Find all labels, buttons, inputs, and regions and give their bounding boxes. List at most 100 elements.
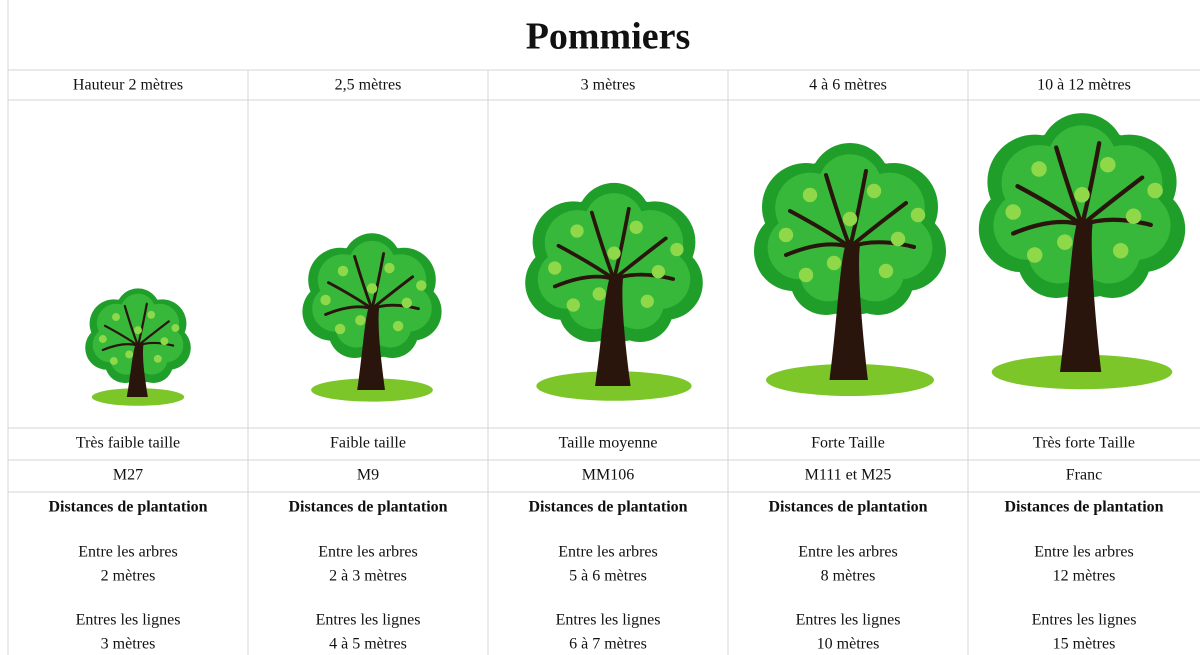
apple <box>334 323 346 335</box>
trunk <box>1059 220 1102 372</box>
branch <box>552 274 616 289</box>
branch <box>136 302 148 347</box>
canopy-light <box>136 342 168 375</box>
branch <box>1079 141 1102 228</box>
canopy-light <box>610 275 664 330</box>
size: Très forte Taille <box>1033 435 1135 452</box>
between-trees-label: Entre les arbres <box>558 544 658 561</box>
apple <box>798 267 814 283</box>
between-rows-label: Entres les lignes <box>316 612 421 629</box>
apple <box>878 263 894 279</box>
apple <box>566 298 580 312</box>
tree-illustration <box>525 182 703 401</box>
rootstock: MM106 <box>582 467 634 484</box>
apple <box>112 313 120 321</box>
apple <box>416 280 427 291</box>
apple <box>125 350 134 359</box>
apple <box>842 211 858 227</box>
between-trees: 2 mètres <box>101 568 156 585</box>
branch <box>370 303 420 311</box>
apple <box>1005 204 1021 220</box>
apple <box>384 262 395 274</box>
distances-heading: Distances de plantation <box>528 499 687 516</box>
between-rows: 4 à 5 mètres <box>329 636 407 653</box>
apple <box>910 207 926 223</box>
apple <box>570 224 584 238</box>
branch <box>848 169 868 249</box>
apple <box>866 183 882 199</box>
apple <box>355 315 366 326</box>
apple <box>670 242 684 257</box>
between-rows-label: Entres les lignes <box>76 612 181 629</box>
trunk <box>126 343 148 397</box>
size: Taille moyenne <box>559 435 658 452</box>
apple <box>778 227 794 243</box>
branch <box>612 206 631 281</box>
apple <box>651 265 666 279</box>
between-rows-label: Entres les lignes <box>796 612 901 629</box>
between-trees: 2 à 3 mètres <box>329 568 407 585</box>
apple <box>1026 247 1043 263</box>
canopy-light <box>846 243 904 302</box>
apple <box>607 246 621 260</box>
rootstock: M9 <box>357 467 379 484</box>
branch <box>784 242 852 257</box>
apple <box>160 337 169 346</box>
branch <box>848 240 916 249</box>
apple <box>1125 208 1142 225</box>
distances-heading: Distances de plantation <box>288 499 447 516</box>
size: Faible taille <box>330 435 406 452</box>
distances-heading: Distances de plantation <box>48 499 207 516</box>
apple <box>401 297 413 309</box>
branch <box>353 255 374 311</box>
apple <box>640 294 654 308</box>
branch <box>370 252 386 311</box>
between-trees-label: Entre les arbres <box>318 544 418 561</box>
branch <box>136 341 175 347</box>
branch <box>1054 145 1085 228</box>
rootstock: M27 <box>113 467 143 484</box>
apple <box>109 357 118 365</box>
apple <box>1100 156 1116 173</box>
distances-heading: Distances de plantation <box>768 499 927 516</box>
apple <box>366 283 378 294</box>
apple <box>1147 182 1163 199</box>
trunk <box>357 305 385 390</box>
apple <box>629 220 643 234</box>
branch <box>123 304 140 347</box>
between-rows: 15 mètres <box>1053 636 1116 653</box>
tree-illustration <box>754 143 946 396</box>
apple <box>1112 242 1129 259</box>
height: 2,5 mètres <box>335 77 402 94</box>
branch <box>612 272 676 281</box>
apple <box>98 335 107 343</box>
between-trees: 8 mètres <box>821 568 876 585</box>
apple <box>826 255 842 271</box>
branch <box>589 210 616 281</box>
between-trees-label: Entre les arbres <box>78 544 178 561</box>
apple <box>802 187 818 203</box>
between-trees: 12 mètres <box>1053 568 1116 585</box>
apple <box>592 287 606 301</box>
apple <box>1057 234 1073 250</box>
size: Forte Taille <box>811 435 885 452</box>
apple <box>147 310 156 319</box>
branch <box>324 305 374 316</box>
canopy-light <box>1078 221 1141 284</box>
tree-illustration <box>302 233 442 402</box>
apple <box>171 324 180 332</box>
branch <box>1011 219 1085 236</box>
apple <box>337 265 349 277</box>
size: Très faible taille <box>76 435 180 452</box>
branch <box>1079 217 1153 228</box>
apple <box>1074 187 1090 203</box>
trunk <box>595 275 631 386</box>
distances-heading: Distances de plantation <box>1004 499 1163 516</box>
apple <box>320 294 331 306</box>
tree-illustration <box>978 113 1186 390</box>
between-trees: 5 à 6 mètres <box>569 568 647 585</box>
tree-illustration <box>85 288 191 406</box>
canopy-light <box>369 305 412 348</box>
between-trees-label: Entre les arbres <box>798 544 898 561</box>
